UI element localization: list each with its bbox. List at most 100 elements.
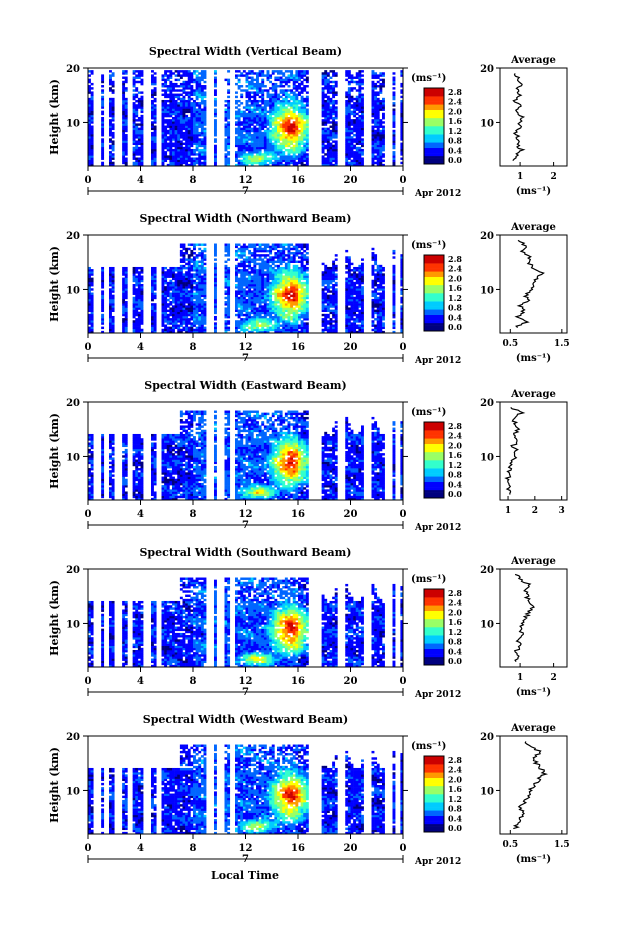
heatmap-cell bbox=[355, 112, 359, 116]
heatmap-cell bbox=[90, 309, 94, 312]
heatmap-cell bbox=[321, 87, 325, 90]
heatmap-cell bbox=[140, 104, 144, 107]
heatmap-cell bbox=[292, 87, 296, 90]
heatmap-cell bbox=[292, 82, 296, 86]
heatmap-cell bbox=[101, 151, 105, 154]
heatmap-cell bbox=[274, 114, 278, 118]
heatmap-cell bbox=[224, 146, 228, 150]
heatmap-cell bbox=[203, 281, 207, 285]
heatmap-cell bbox=[261, 70, 265, 73]
heatmap-cell bbox=[235, 99, 238, 103]
heatmap-cell bbox=[376, 121, 380, 124]
heatmap-cell bbox=[111, 320, 115, 323]
heatmap-cell bbox=[101, 281, 105, 285]
heatmap-cell bbox=[282, 258, 286, 261]
heatmap-cell bbox=[245, 93, 249, 96]
heatmap-cell bbox=[298, 106, 301, 109]
heatmap-cell bbox=[277, 249, 280, 253]
heatmap-cell bbox=[203, 74, 207, 77]
heatmap-cell bbox=[371, 112, 375, 116]
heatmap-cell bbox=[140, 159, 144, 163]
heatmap-cell bbox=[282, 290, 286, 293]
heatmap-cell bbox=[263, 123, 267, 126]
heatmap-cell bbox=[282, 269, 286, 272]
heatmap-cell bbox=[258, 131, 262, 135]
heatmap-cell bbox=[161, 315, 165, 319]
heatmap-cell bbox=[248, 91, 252, 94]
heatmap-cell bbox=[266, 262, 270, 266]
heatmap-cell bbox=[193, 313, 196, 317]
heatmap-cell bbox=[376, 127, 380, 131]
heatmap-cell bbox=[235, 249, 238, 253]
heatmap-cell bbox=[172, 161, 175, 165]
heatmap-cell bbox=[292, 303, 296, 306]
heatmap-cell bbox=[295, 249, 299, 253]
heatmap-cell bbox=[182, 148, 186, 152]
heatmap-cell bbox=[295, 252, 299, 255]
heatmap-cell bbox=[122, 153, 126, 156]
heatmap-cell bbox=[287, 112, 291, 116]
heatmap-cell bbox=[153, 315, 157, 319]
heatmap-cell bbox=[227, 303, 231, 306]
heatmap-cell bbox=[88, 138, 91, 141]
heatmap-cell bbox=[214, 146, 217, 150]
heatmap-cell bbox=[227, 138, 231, 141]
heatmap-cell bbox=[190, 322, 194, 325]
heatmap-cell bbox=[174, 104, 178, 107]
heatmap-cell bbox=[187, 159, 191, 163]
heatmap-cell bbox=[101, 117, 105, 120]
heatmap-cell bbox=[166, 136, 170, 139]
heatmap-cell bbox=[240, 269, 244, 272]
heatmap-cell bbox=[258, 305, 262, 308]
heatmap-cell bbox=[190, 264, 194, 268]
heatmap-cell bbox=[242, 275, 246, 278]
heatmap-cell bbox=[151, 324, 154, 327]
heatmap-cell bbox=[153, 131, 157, 135]
heatmap-cell bbox=[371, 80, 375, 84]
heatmap-cell bbox=[290, 318, 294, 321]
heatmap-cell bbox=[292, 91, 296, 94]
heatmap-cell bbox=[237, 123, 241, 126]
heatmap-cell bbox=[224, 78, 228, 82]
heatmap-cell bbox=[353, 123, 357, 126]
heatmap-cell bbox=[174, 136, 178, 139]
heatmap-cell bbox=[140, 290, 144, 293]
heatmap-cell bbox=[261, 136, 265, 139]
heatmap-cell bbox=[321, 140, 325, 143]
heatmap-cell bbox=[214, 102, 217, 105]
heatmap-cell bbox=[329, 106, 333, 109]
heatmap-cell bbox=[361, 110, 364, 114]
heatmap-cell bbox=[182, 245, 186, 249]
heatmap-cell bbox=[140, 144, 144, 148]
heatmap-cell bbox=[90, 322, 94, 325]
heatmap-cell bbox=[295, 281, 299, 285]
heatmap-cell bbox=[379, 119, 383, 122]
heatmap-cell bbox=[263, 138, 267, 141]
heatmap-cell bbox=[376, 140, 380, 143]
heatmap-cell bbox=[203, 313, 207, 317]
heatmap-cell bbox=[345, 129, 349, 133]
heatmap-cell bbox=[161, 148, 165, 152]
heatmap-cell bbox=[135, 161, 139, 165]
heatmap-cell bbox=[198, 275, 202, 278]
heatmap-cell bbox=[174, 294, 178, 298]
heatmap-cell bbox=[200, 294, 204, 298]
heatmap-cell bbox=[174, 318, 178, 321]
heatmap-cell bbox=[332, 159, 336, 163]
heatmap-cell bbox=[224, 303, 228, 306]
heatmap-cell bbox=[253, 106, 257, 109]
heatmap-cell bbox=[290, 104, 294, 107]
heatmap-cell bbox=[295, 131, 299, 135]
heatmap-cell bbox=[161, 281, 165, 285]
heatmap-cell bbox=[326, 151, 330, 154]
colorbar-segment bbox=[424, 161, 444, 165]
heatmap-cell bbox=[214, 127, 217, 131]
heatmap-cell bbox=[122, 136, 126, 139]
heatmap-cell bbox=[250, 275, 254, 278]
heatmap-cell bbox=[214, 153, 217, 156]
heatmap-cell bbox=[169, 95, 173, 99]
heatmap-cell bbox=[177, 102, 181, 105]
heatmap-cell bbox=[287, 95, 291, 99]
heatmap-cell bbox=[200, 309, 204, 312]
heatmap-cell bbox=[153, 112, 157, 116]
